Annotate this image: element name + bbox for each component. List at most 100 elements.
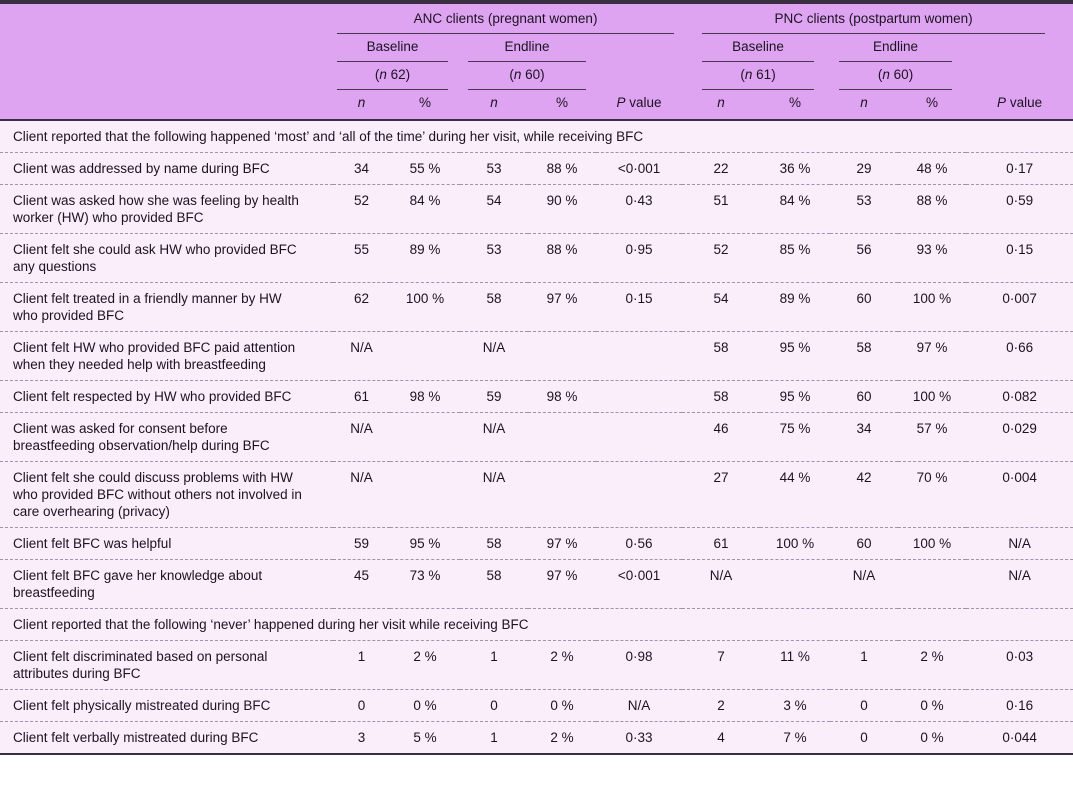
anc-baseline-label: Baseline xyxy=(366,39,419,54)
pnc-baseline-pct: 85 % xyxy=(760,233,831,283)
pnc-endline-pct: 48 % xyxy=(898,152,967,185)
pnc-baseline-n: 52 xyxy=(682,233,761,283)
row-label: Client felt verbally mistreated during B… xyxy=(0,721,333,754)
anc-baseline-pct: 55 % xyxy=(390,152,460,185)
anc-endline-n: N/A xyxy=(460,412,528,462)
bfc-experience-table: ANC clients (pregnant women) PNC clients… xyxy=(0,0,1073,755)
pnc-endline-n: 1 xyxy=(830,640,899,690)
pnc-endline-n: N/A xyxy=(830,559,899,609)
col-anc-endline-pct: % xyxy=(528,90,596,121)
anc-baseline-n: 34 xyxy=(333,152,390,185)
empty-cell xyxy=(966,34,1073,62)
anc-baseline-pct: 2 % xyxy=(390,640,460,690)
anc-group-header: ANC clients (pregnant women) xyxy=(333,2,683,34)
pnc-baseline-n-total: (n 61) xyxy=(682,62,831,90)
col-anc-endline-n: n xyxy=(460,90,528,121)
pnc-endline-pct: 100 % xyxy=(898,527,967,560)
anc-baseline-pct: 0 % xyxy=(390,689,460,722)
pnc-endline-pct: 100 % xyxy=(898,380,967,413)
section-title: Client reported that the following happe… xyxy=(0,120,1073,153)
corner-cell xyxy=(0,2,333,34)
row-label: Client was asked for consent before brea… xyxy=(0,412,333,462)
anc-endline-n: 58 xyxy=(460,559,528,609)
anc-baseline-n: 61 xyxy=(333,380,390,413)
pnc-p-value: 0·029 xyxy=(966,412,1073,462)
col-pnc-endline-pct: % xyxy=(898,90,967,121)
pnc-p-value: N/A xyxy=(966,527,1073,560)
pnc-endline-n: 60 xyxy=(830,527,899,560)
pnc-group-header: PNC clients (postpartum women) xyxy=(682,2,1073,34)
row-label: Client felt discriminated based on perso… xyxy=(0,640,333,690)
anc-endline-pct: 97 % xyxy=(528,282,596,332)
anc-p-value: 0·56 xyxy=(596,527,683,560)
table-row: Client felt physically mistreated during… xyxy=(0,689,1073,722)
row-label: Client felt she could discuss problems w… xyxy=(0,461,333,528)
table-row: Client felt BFC gave her knowledge about… xyxy=(0,559,1073,609)
pnc-endline-n: 0 xyxy=(830,721,899,754)
row-label: Client felt BFC gave her knowledge about… xyxy=(0,559,333,609)
anc-p-value xyxy=(596,331,683,381)
anc-baseline-pct: 84 % xyxy=(390,184,460,234)
anc-endline-pct xyxy=(528,461,596,528)
pnc-endline-pct xyxy=(898,559,967,609)
anc-baseline-n-total: (n 62) xyxy=(333,62,460,90)
anc-endline-n: 58 xyxy=(460,282,528,332)
pnc-endline-header: Endline xyxy=(830,34,967,62)
table-row: Client felt treated in a friendly manner… xyxy=(0,282,1073,332)
anc-p-value: 0·98 xyxy=(596,640,683,690)
table-row: Client felt respected by HW who provided… xyxy=(0,380,1073,413)
anc-baseline-pct: 100 % xyxy=(390,282,460,332)
empty-cell xyxy=(0,34,333,62)
pnc-baseline-pct: 11 % xyxy=(760,640,831,690)
pnc-baseline-n: 22 xyxy=(682,152,761,185)
table-body: Client reported that the following happe… xyxy=(0,120,1073,754)
pnc-endline-pct: 0 % xyxy=(898,689,967,722)
anc-baseline-pct xyxy=(390,461,460,528)
pnc-baseline-n: 4 xyxy=(682,721,761,754)
pnc-endline-n: 34 xyxy=(830,412,899,462)
pnc-p-value: 0·16 xyxy=(966,689,1073,722)
anc-endline-n: 0 xyxy=(460,689,528,722)
table-row: Client was asked how she was feeling by … xyxy=(0,184,1073,234)
anc-p-value xyxy=(596,380,683,413)
sample-size-header-row: (n 62) (n 60) (n 61) (n 60) xyxy=(0,62,1073,90)
pnc-p-value: 0·044 xyxy=(966,721,1073,754)
stat-header-row: n % n % P value n % n % P value xyxy=(0,90,1073,121)
anc-baseline-n: 52 xyxy=(333,184,390,234)
row-label: Client felt she could ask HW who provide… xyxy=(0,233,333,283)
anc-endline-header: Endline xyxy=(460,34,596,62)
anc-p-value xyxy=(596,412,683,462)
pnc-p-value: 0·66 xyxy=(966,331,1073,381)
row-label: Client felt physically mistreated during… xyxy=(0,689,333,722)
col-anc-p-value: P value xyxy=(596,90,683,121)
anc-endline-label: Endline xyxy=(504,39,550,54)
anc-baseline-pct xyxy=(390,412,460,462)
pnc-baseline-label: Baseline xyxy=(732,39,784,54)
pnc-endline-n: 60 xyxy=(830,380,899,413)
col-pnc-baseline-pct: % xyxy=(760,90,831,121)
pnc-baseline-pct xyxy=(760,559,831,609)
pnc-endline-pct: 100 % xyxy=(898,282,967,332)
row-label: Client felt BFC was helpful xyxy=(0,527,333,560)
anc-p-value: 0·95 xyxy=(596,233,683,283)
anc-endline-pct: 90 % xyxy=(528,184,596,234)
pnc-baseline-n: 61 xyxy=(682,527,761,560)
anc-endline-n: 58 xyxy=(460,527,528,560)
pnc-baseline-n: 27 xyxy=(682,461,761,528)
anc-endline-n: N/A xyxy=(460,331,528,381)
pnc-endline-label: Endline xyxy=(873,39,919,54)
anc-endline-pct: 97 % xyxy=(528,527,596,560)
anc-baseline-n: 3 xyxy=(333,721,390,754)
section-title: Client reported that the following ‘neve… xyxy=(0,608,1073,641)
col-pnc-p-value: P value xyxy=(966,90,1073,121)
anc-endline-n: 1 xyxy=(460,640,528,690)
anc-baseline-pct: 98 % xyxy=(390,380,460,413)
pnc-baseline-pct: 84 % xyxy=(760,184,831,234)
anc-p-value: 0·43 xyxy=(596,184,683,234)
anc-endline-n: 59 xyxy=(460,380,528,413)
pnc-baseline-pct: 75 % xyxy=(760,412,831,462)
pnc-endline-n: 53 xyxy=(830,184,899,234)
anc-endline-pct xyxy=(528,412,596,462)
pnc-p-value: 0·17 xyxy=(966,152,1073,185)
